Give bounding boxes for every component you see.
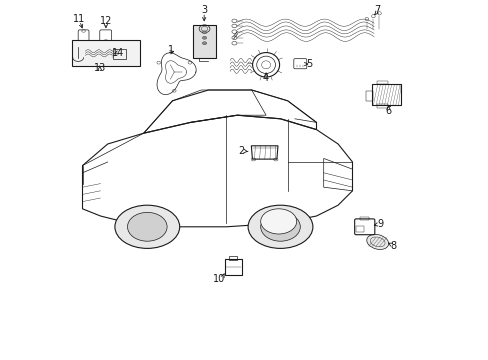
- Bar: [72, 40, 140, 66]
- Text: 5: 5: [305, 59, 312, 69]
- Bar: [376, 104, 387, 108]
- Text: 12: 12: [100, 16, 112, 26]
- Text: 6: 6: [385, 105, 391, 116]
- Bar: [229, 256, 237, 260]
- Ellipse shape: [202, 31, 206, 34]
- Text: 7: 7: [374, 5, 380, 15]
- Ellipse shape: [260, 212, 300, 241]
- Ellipse shape: [115, 205, 179, 248]
- Text: 3: 3: [201, 5, 207, 15]
- Ellipse shape: [247, 205, 312, 248]
- Ellipse shape: [127, 212, 167, 241]
- Text: 11: 11: [73, 14, 85, 24]
- Ellipse shape: [366, 234, 388, 249]
- Bar: [376, 81, 387, 84]
- FancyBboxPatch shape: [193, 25, 215, 58]
- Ellipse shape: [202, 42, 206, 45]
- Ellipse shape: [202, 36, 206, 39]
- Bar: [359, 217, 368, 220]
- Text: 2: 2: [237, 146, 244, 156]
- Ellipse shape: [260, 209, 296, 234]
- Text: 14: 14: [111, 48, 123, 58]
- Text: 4: 4: [263, 73, 268, 83]
- Text: 10: 10: [213, 274, 225, 284]
- Text: 1: 1: [167, 45, 173, 55]
- Text: 9: 9: [377, 219, 383, 229]
- Text: 13: 13: [94, 63, 106, 73]
- Text: 8: 8: [390, 240, 396, 251]
